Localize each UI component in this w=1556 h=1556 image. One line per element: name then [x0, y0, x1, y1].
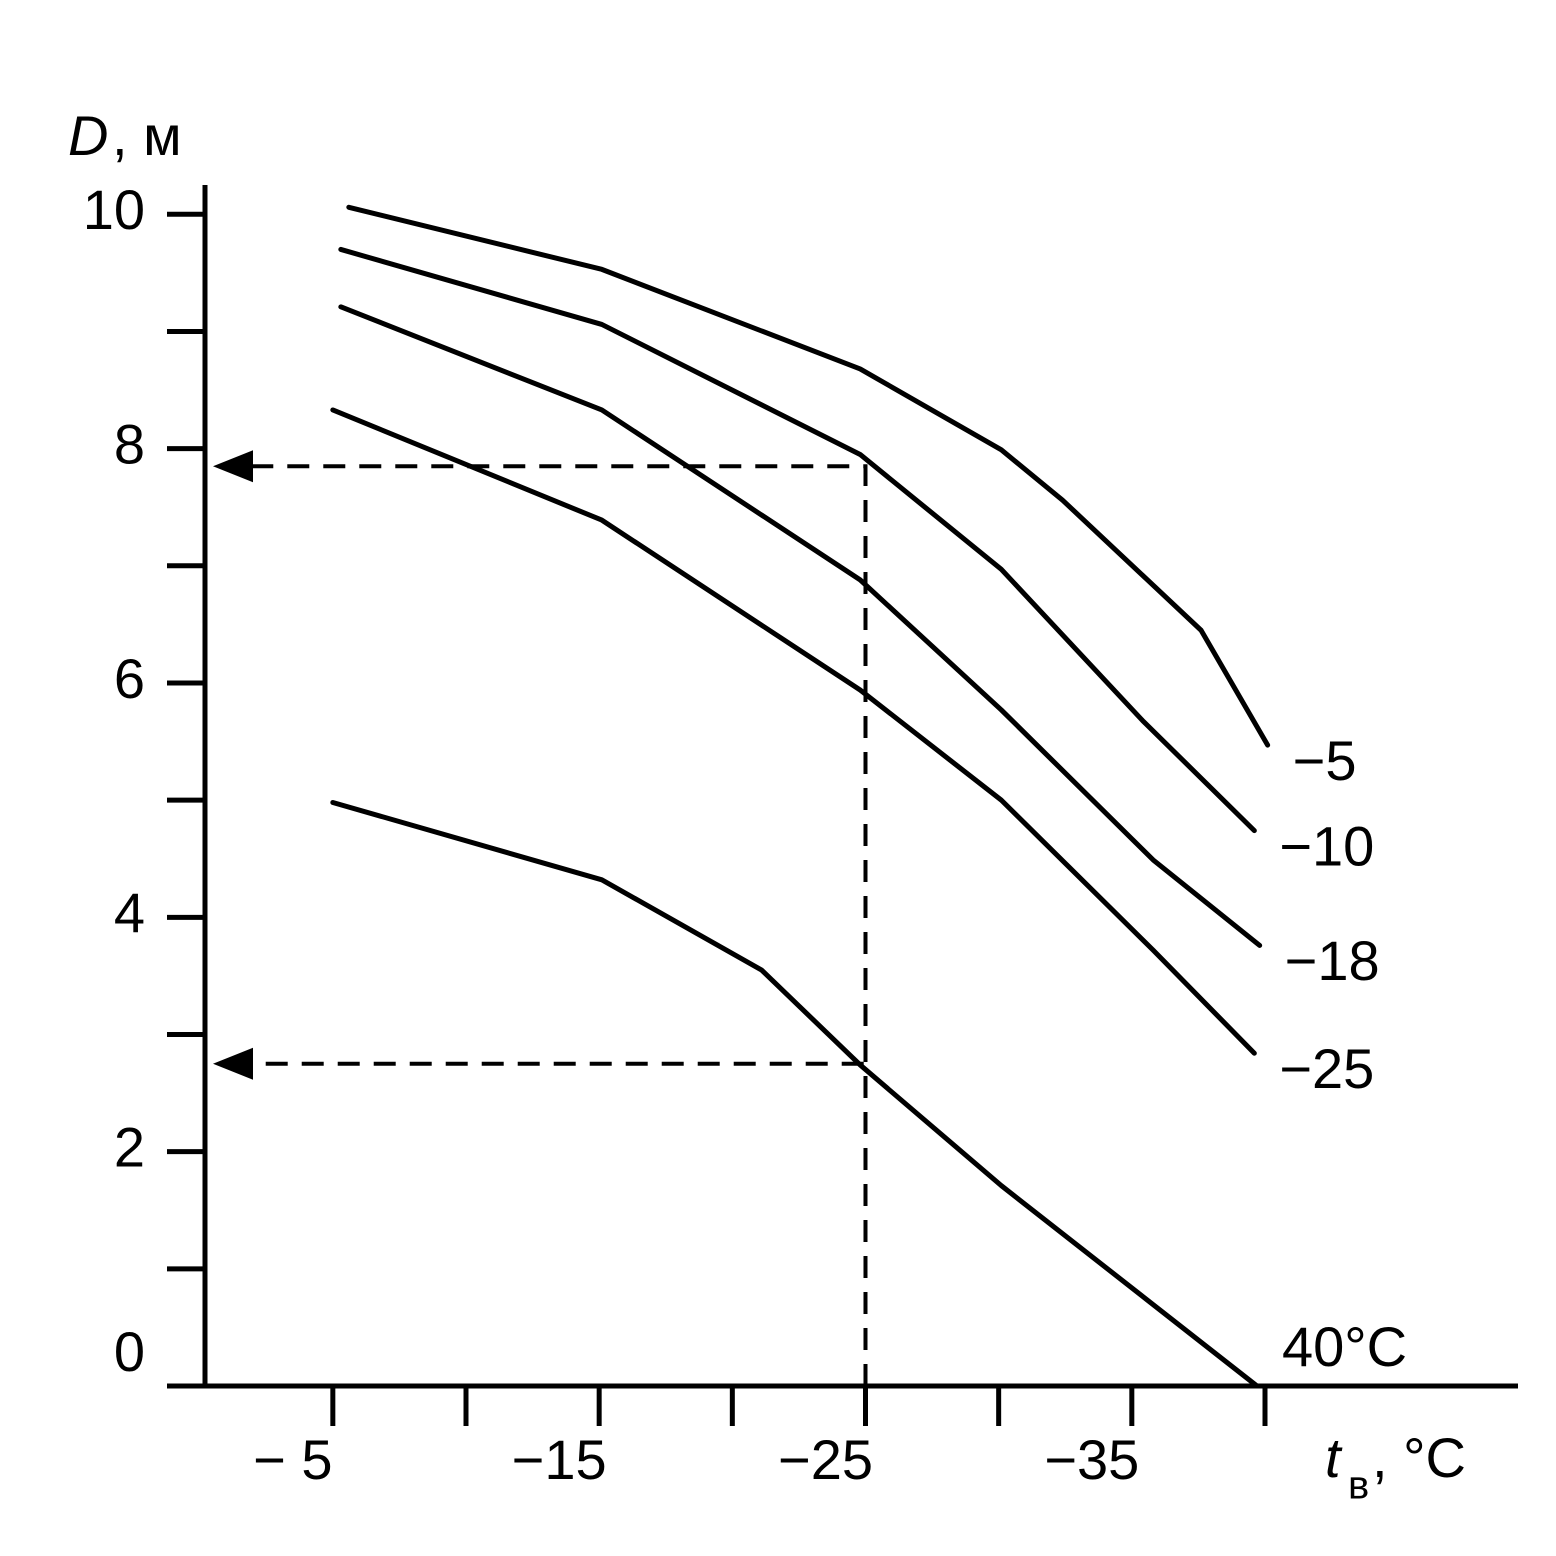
series-label: −25	[1279, 1037, 1374, 1100]
x-label-unit: , °C	[1372, 1426, 1466, 1489]
x-tick-label: −15	[512, 1428, 607, 1491]
x-tick-label: − 5	[253, 1428, 332, 1491]
y-label-unit: , м	[112, 104, 182, 167]
x-label-subscript: в	[1348, 1464, 1369, 1508]
x-label-symbol: t	[1325, 1426, 1343, 1489]
y-axis-label: D , м	[68, 104, 182, 167]
y-tick-label: 2	[114, 1115, 145, 1178]
guide-line	[245, 464, 868, 1386]
series-label: −18	[1285, 929, 1380, 992]
series-line	[346, 204, 1271, 748]
series-line	[330, 799, 1260, 1389]
x-tick-label: −25	[778, 1428, 873, 1491]
series-line	[330, 407, 1257, 1056]
x-tick-label: −35	[1044, 1428, 1139, 1491]
y-tick-label: 0	[114, 1320, 145, 1383]
series-label: −10	[1279, 814, 1374, 877]
y-label-symbol: D	[68, 104, 108, 167]
y-tick-label: 4	[114, 881, 145, 944]
y-tick-label: 8	[114, 412, 145, 475]
series-line	[338, 304, 1263, 948]
series-line	[338, 246, 1257, 834]
series-label: −5	[1293, 729, 1357, 792]
y-tick-label: 6	[114, 647, 145, 710]
guide-arrow	[213, 450, 253, 483]
guide-arrow	[213, 1047, 253, 1080]
x-axis-label: t в , °C	[1325, 1426, 1466, 1508]
guide-line	[245, 1061, 868, 1386]
y-tick-label: 10	[83, 178, 145, 241]
series-label: 40°C	[1282, 1315, 1407, 1378]
